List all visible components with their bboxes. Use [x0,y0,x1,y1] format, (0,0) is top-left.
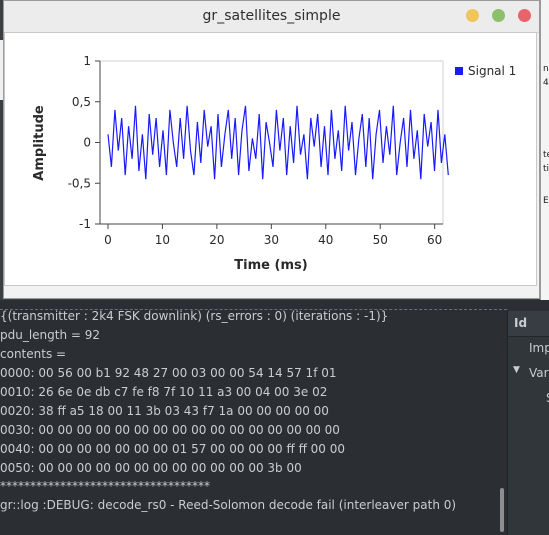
panel-header-id: Id [514,316,528,330]
x-tick-label: 10 [155,233,170,247]
y-axis-label: Amplitude [32,105,47,181]
panel-header[interactable]: Id [508,311,549,337]
console-line: 0030: 00 00 00 00 00 00 00 00 00 00 00 0… [0,423,340,437]
tree-item-variables[interactable]: Var [529,366,549,380]
x-tick-label: 0 [104,233,112,247]
chevron-down-icon[interactable]: ▼ [513,365,520,375]
legend-label[interactable]: Signal 1 [468,64,516,78]
variables-panel: Id Imp ▼ Var S [507,311,549,535]
signal-1-line [107,105,449,180]
background-text: n [543,64,549,74]
y-tick-label: -0,5 [68,176,91,190]
x-axis-label: Time (ms) [234,258,307,273]
x-tick-label: 30 [264,233,279,247]
y-tick-label: 0,5 [72,95,91,109]
background-text: E [543,196,549,206]
close-button[interactable] [518,9,531,22]
minimize-button[interactable] [466,9,479,22]
plot-area[interactable]: 1 0,5 0 -0,5 -1 0 10 20 30 40 50 60 Amplitude Time… [4,32,537,286]
tree-item-child[interactable]: S [546,391,549,405]
plot-canvas [99,60,444,225]
console-line: *********************************** [0,479,210,493]
maximize-button[interactable] [492,9,505,22]
y-tick-label: 0 [83,136,91,150]
x-tick-label: 60 [427,233,442,247]
background-text: ti [543,164,549,174]
background-text: 4 [543,78,549,88]
window-title: gr_satellites_simple [202,8,341,24]
splitter[interactable] [0,309,507,310]
y-tick-label: 1 [83,54,91,68]
console-line: 0010: 26 6e 0e db c7 fe f8 7f 10 11 a3 0… [0,385,328,399]
x-tick-label: 50 [373,233,388,247]
console-line: 0020: 38 ff a5 18 00 11 3b 03 43 f7 1a 0… [0,404,329,418]
x-tick-label: 40 [318,233,333,247]
tree-item-imports[interactable]: Imp [529,341,549,355]
console-line: 0040: 00 00 00 00 00 00 00 01 57 00 00 0… [0,442,346,456]
console-line: pdu_length = 92 [0,328,101,342]
console-line: contents = [0,347,67,361]
console-line: 0050: 00 00 00 00 00 00 00 00 00 00 00 0… [0,461,302,475]
background-text: te [543,150,549,160]
console-scrollbar[interactable] [500,488,504,532]
x-tick-label: 20 [209,233,224,247]
window-titlebar[interactable]: gr_satellites_simple [4,1,539,33]
plot-window: gr_satellites_simple 1 0,5 0 -0,5 -1 0 10 20 30… [3,0,540,299]
console-output[interactable]: {(transmitter : 2k4 FSK downlink) (rs_er… [0,309,507,535]
y-tick-label: -1 [79,217,91,231]
console-line: 0000: 00 56 00 b1 92 48 27 00 03 00 00 5… [0,366,337,380]
console-line: gr::log :DEBUG: decode_rs0 - Reed-Solomo… [0,498,457,512]
time-sink-chart[interactable]: 1 0,5 0 -0,5 -1 0 10 20 30 40 50 60 Amplitude Time… [5,33,536,285]
legend-swatch [455,67,463,75]
background-properties-panel [540,0,549,300]
console-line: {(transmitter : 2k4 FSK downlink) (rs_er… [0,309,389,323]
